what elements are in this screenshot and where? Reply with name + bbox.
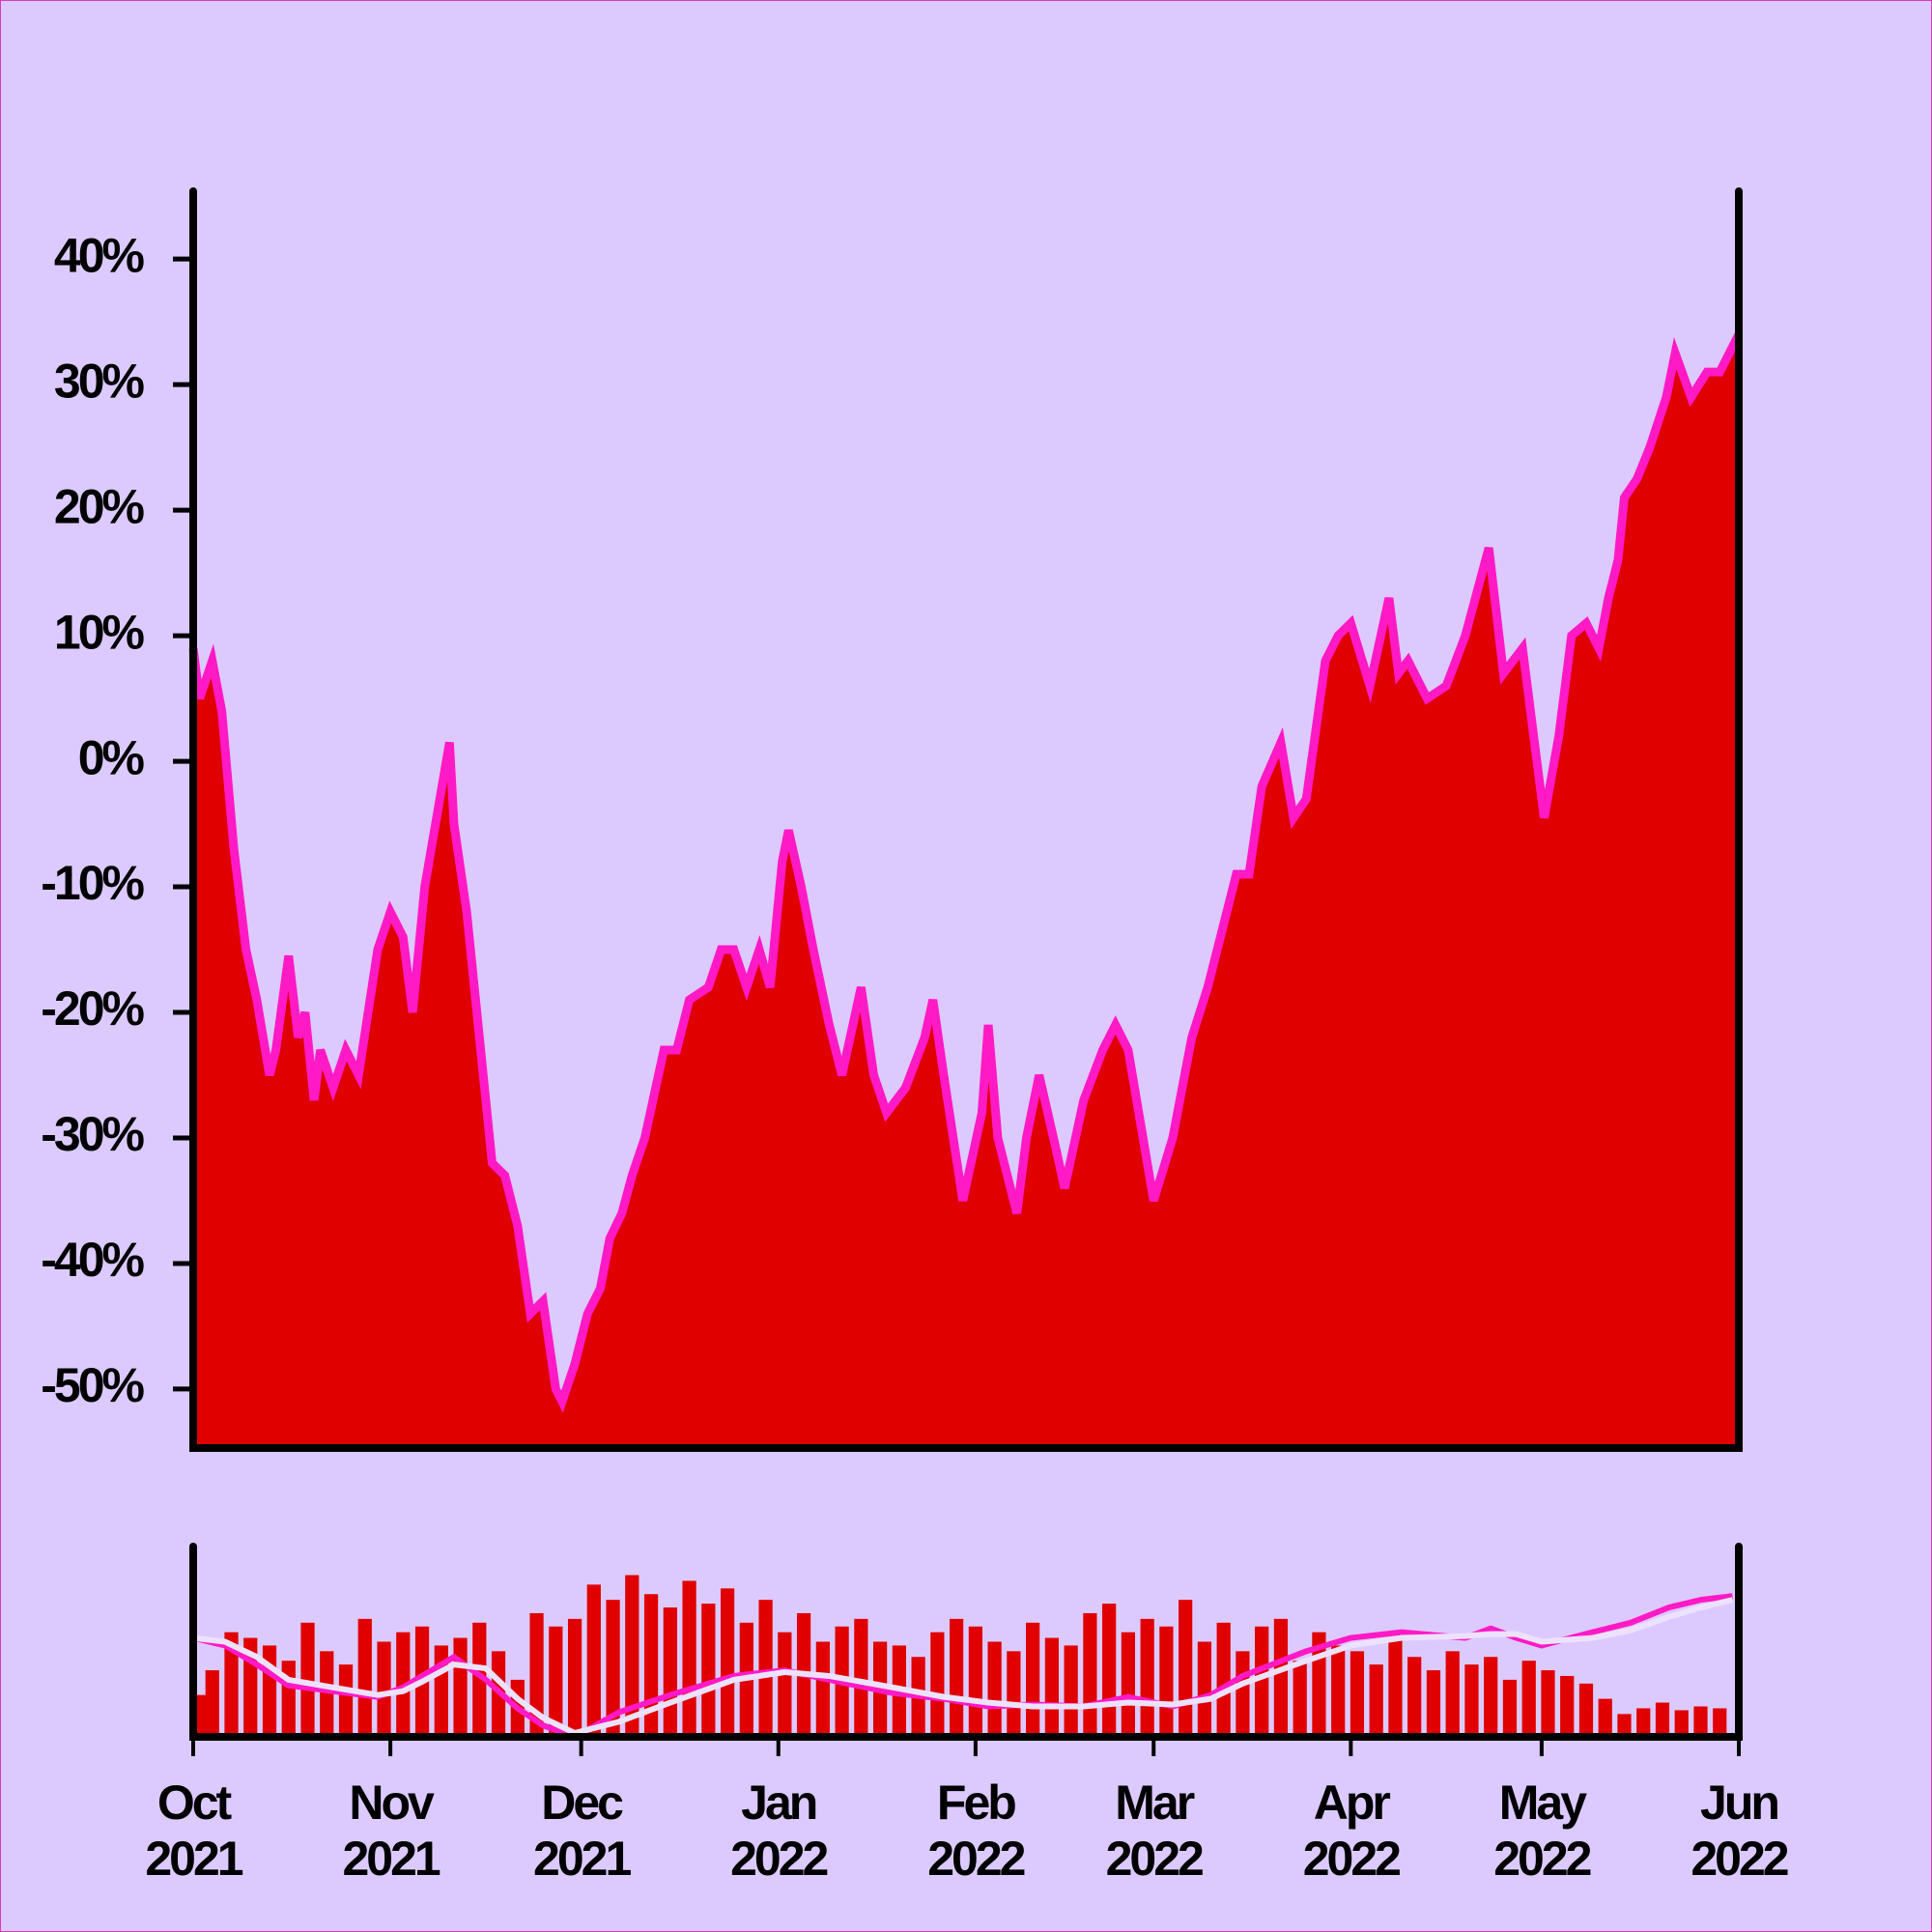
volume-bar (1713, 1708, 1727, 1737)
volume-bar (320, 1651, 334, 1737)
y-tick-label: 10% (54, 605, 145, 659)
volume-bar (549, 1626, 563, 1737)
x-tick-label: Oct 2021 (145, 1776, 243, 1886)
volume-bar (1179, 1600, 1193, 1737)
volume-bar (682, 1580, 696, 1737)
volume-bar (224, 1632, 239, 1737)
volume-bar (606, 1600, 620, 1737)
volume-bar (357, 1618, 372, 1737)
volume-bar (643, 1594, 659, 1737)
y-tick-label: -40% (41, 1233, 144, 1287)
volume-bar (663, 1607, 677, 1737)
volume-bar (1083, 1612, 1097, 1737)
y-tick-label: -10% (41, 856, 144, 910)
y-tick-label: -20% (41, 981, 144, 1036)
volume-bar (968, 1626, 982, 1737)
volume-bar (1293, 1661, 1307, 1737)
x-tick-label: Jan 2022 (730, 1776, 829, 1886)
volume-bar (1216, 1622, 1231, 1737)
volume-bar (453, 1637, 468, 1737)
volume-bar (1598, 1698, 1612, 1737)
volume-bar (205, 1670, 219, 1737)
volume-bar (1140, 1618, 1154, 1737)
volume-bar (720, 1588, 735, 1737)
volume-bar (815, 1641, 830, 1737)
x-tick-label: Apr 2022 (1302, 1776, 1402, 1886)
volume-bar (778, 1632, 792, 1737)
volume-bar (701, 1604, 716, 1737)
x-tick-label: Feb 2022 (927, 1776, 1026, 1886)
volume-bar (1369, 1664, 1383, 1737)
volume-bar (281, 1661, 296, 1737)
x-tick-label: Dec 2021 (533, 1776, 632, 1886)
volume-bar (377, 1641, 391, 1737)
y-tick-label: 40% (54, 228, 145, 282)
x-tick-label: Mar 2022 (1105, 1776, 1205, 1886)
volume-bar (1521, 1661, 1536, 1737)
volume-bar (930, 1632, 945, 1737)
y-tick-label: 20% (54, 479, 145, 533)
volume-bar (1655, 1702, 1670, 1737)
y-tick-label: -50% (41, 1358, 144, 1412)
volume-bar (586, 1584, 601, 1737)
volume-bar (1407, 1657, 1422, 1737)
y-tick-label: 30% (54, 354, 145, 408)
volume-bar (1636, 1708, 1651, 1737)
area-line (188, 332, 1744, 1413)
x-tick-label: Jun 2022 (1690, 1776, 1789, 1886)
volume-bar (1007, 1651, 1021, 1737)
volume-bar (1197, 1641, 1212, 1737)
y-tick-label: -30% (41, 1107, 144, 1161)
volume-bar (529, 1612, 544, 1737)
volume-bar (1121, 1632, 1136, 1737)
area-fill (193, 334, 1739, 1448)
volume-bar (1674, 1710, 1689, 1737)
volume-bar (1484, 1657, 1498, 1737)
axis-frame (189, 187, 1743, 1452)
volume-bar (1502, 1679, 1518, 1737)
volume-bar (1255, 1626, 1269, 1737)
y-tick-label: 0% (78, 730, 145, 784)
volume-bar (1159, 1626, 1174, 1737)
volume-bar (1445, 1651, 1460, 1737)
volume-bar (1541, 1670, 1555, 1737)
volume-bar (1273, 1618, 1289, 1737)
volume-bar (300, 1622, 315, 1737)
volume-bar (987, 1641, 1002, 1737)
volume-bar (1388, 1637, 1403, 1737)
volume-bar (1464, 1664, 1479, 1737)
volume-bar (567, 1618, 582, 1737)
volume-bar (625, 1575, 639, 1737)
volume-bar (1617, 1714, 1632, 1737)
volume-bar (1044, 1637, 1059, 1737)
volume-bar (1578, 1683, 1594, 1737)
volume-bar (1026, 1622, 1040, 1737)
volume-bar (1064, 1645, 1078, 1737)
x-tick-label: May 2022 (1493, 1776, 1592, 1886)
volume-bar (854, 1618, 868, 1737)
volume-bar (1350, 1651, 1365, 1737)
volume-bar (1426, 1670, 1441, 1737)
volume-bar (1560, 1675, 1575, 1737)
volume-bar (1693, 1706, 1708, 1737)
volume-bar (472, 1622, 487, 1737)
volume-bar (758, 1600, 773, 1737)
volume-bar (338, 1664, 354, 1737)
axis-frame (189, 1543, 1743, 1741)
volume-bar (1236, 1651, 1250, 1737)
x-tick-label: Nov 2021 (342, 1776, 440, 1886)
trend-line (193, 1597, 1734, 1737)
volume-bar (1102, 1604, 1117, 1737)
volume-bar (950, 1618, 964, 1737)
volume-bar (1331, 1645, 1346, 1737)
